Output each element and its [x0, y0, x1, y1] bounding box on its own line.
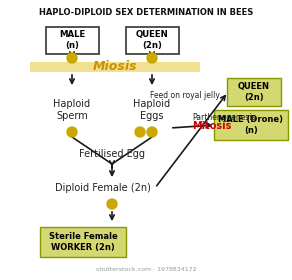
- FancyBboxPatch shape: [126, 27, 178, 53]
- Circle shape: [67, 53, 77, 63]
- FancyBboxPatch shape: [30, 62, 200, 72]
- Circle shape: [135, 127, 145, 137]
- Text: shutterstock.com · 1978834172: shutterstock.com · 1978834172: [96, 267, 196, 272]
- Text: QUEEN
(2n): QUEEN (2n): [238, 82, 270, 102]
- Text: Haploid
Sperm: Haploid Sperm: [53, 99, 91, 121]
- Text: HAPLO-DIPLOID SEX DETERMINATION IN BEES: HAPLO-DIPLOID SEX DETERMINATION IN BEES: [39, 8, 253, 17]
- Text: MALE
(n): MALE (n): [59, 30, 85, 50]
- Circle shape: [147, 53, 157, 63]
- Text: Diploid Female (2n): Diploid Female (2n): [55, 183, 151, 193]
- Text: Fertilised Egg: Fertilised Egg: [79, 149, 145, 159]
- FancyBboxPatch shape: [227, 78, 281, 106]
- Text: Haploid
Eggs: Haploid Eggs: [133, 99, 171, 121]
- Text: Sterile Female
WORKER (2n): Sterile Female WORKER (2n): [49, 232, 117, 252]
- FancyBboxPatch shape: [40, 227, 126, 257]
- Text: Feed on royal jelly: Feed on royal jelly: [150, 90, 220, 99]
- FancyBboxPatch shape: [46, 27, 98, 53]
- Circle shape: [147, 127, 157, 137]
- Text: QUEEN
(2n): QUEEN (2n): [135, 30, 168, 50]
- Text: MALE (Drone)
(n): MALE (Drone) (n): [218, 115, 284, 135]
- Text: Miosis: Miosis: [93, 60, 137, 74]
- FancyBboxPatch shape: [214, 110, 288, 140]
- Text: Mitosis: Mitosis: [192, 121, 231, 131]
- Circle shape: [107, 199, 117, 209]
- Text: Parthenogenesis: Parthenogenesis: [192, 113, 256, 123]
- Circle shape: [67, 127, 77, 137]
